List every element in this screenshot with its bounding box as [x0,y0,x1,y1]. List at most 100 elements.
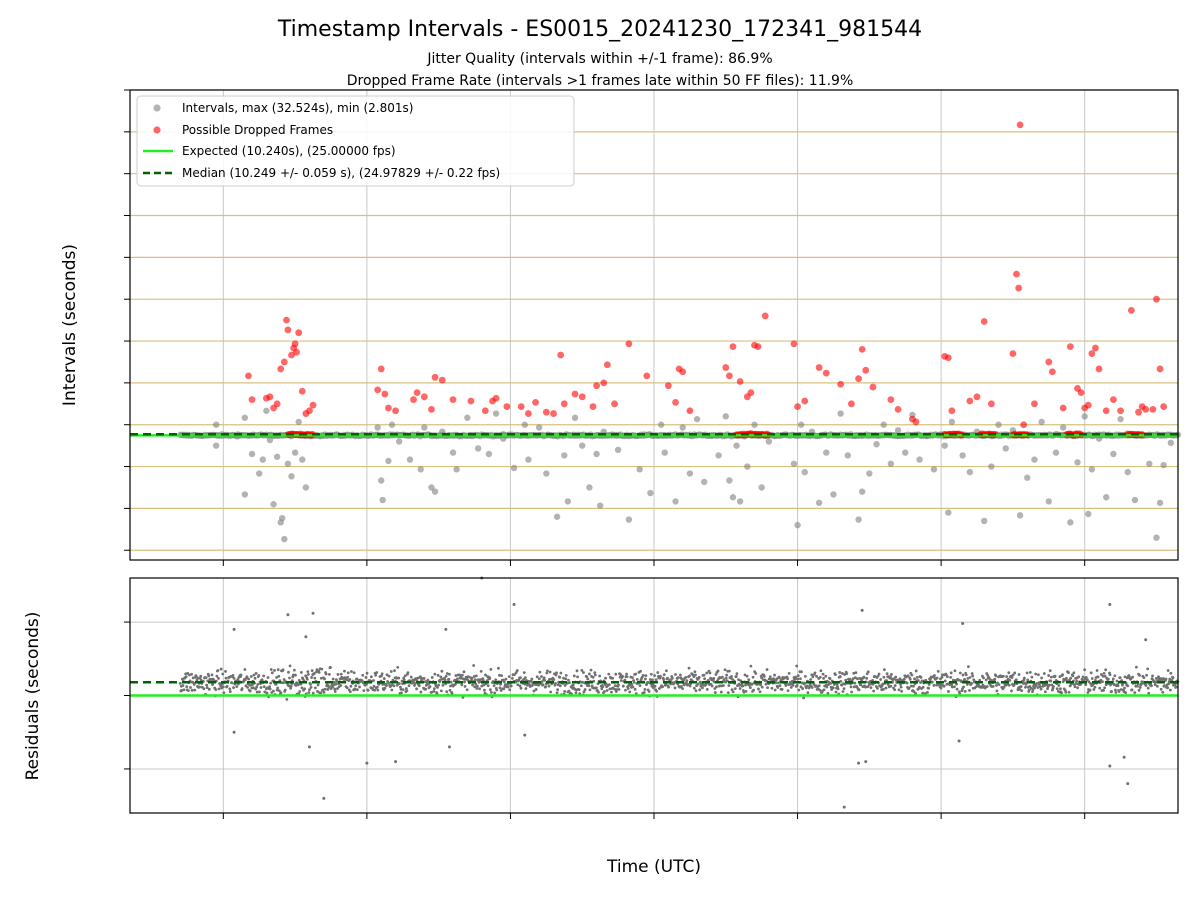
residual-point [685,679,689,683]
residual-point [365,761,369,765]
residual-point [492,684,496,687]
residual-point [877,672,881,676]
residual-point [623,678,627,682]
residual-point [884,686,888,690]
residual-point [860,608,864,612]
residual-point [463,685,467,688]
residual-point [276,686,280,690]
residual-point [439,689,443,693]
residual-point [1018,688,1021,691]
residual-point [1115,679,1119,683]
residual-point [577,688,581,692]
interval-point [672,498,679,505]
residual-point [445,672,449,675]
residual-point [1058,675,1062,678]
residual-point [439,675,443,679]
residual-point [589,668,593,672]
interval-point [543,470,550,477]
dropped-frame-point [288,351,295,359]
residual-point [437,683,441,687]
interval-point [521,421,528,428]
residual-point [343,669,346,673]
residual-point [587,684,591,688]
time-x-label: Time (UTC) [606,857,701,877]
residual-point [214,688,218,692]
residual-point [758,690,762,694]
residual-point [413,684,416,687]
residual-point [576,675,579,679]
residuals-ticks [124,621,1086,819]
residual-point [630,683,634,686]
dropped-frame-point [1013,270,1020,278]
dropped-frame-point [912,418,920,426]
residual-point [930,680,934,684]
residual-point [593,671,597,675]
residual-point [320,667,324,671]
residual-point [538,670,542,674]
residual-point [688,684,692,688]
residual-point [426,678,430,682]
dropped-frame-point [973,393,981,401]
residual-point [373,688,376,692]
interval-point [679,424,686,431]
residual-point [621,684,625,688]
residual-point [262,674,266,678]
residual-point [1047,674,1051,677]
residual-point [799,685,803,689]
residual-point [841,690,845,693]
residual-point [881,682,885,686]
residual-point [1147,691,1151,695]
dropped-frame-point [837,380,845,388]
residual-point [613,684,617,688]
residual-point [572,674,576,678]
residual-point [926,690,929,694]
residual-point [567,678,570,682]
residual-point [764,682,768,686]
interval-point [744,463,751,470]
residual-point [1103,674,1107,678]
residual-point [803,681,807,685]
residual-point [470,676,474,680]
residual-point [964,673,968,677]
interval-point [636,466,643,473]
interval-point [273,453,281,460]
residual-point [483,688,486,692]
residual-point [447,745,451,749]
dropped-frame-point [571,390,579,398]
residual-point [939,686,943,690]
residual-point [207,687,211,691]
dropped-frame-point [381,390,389,398]
interval-point [1059,424,1067,431]
residual-point [985,685,989,688]
residual-point [228,690,232,693]
residual-point [881,687,885,691]
residual-point [957,739,961,743]
interval-point [378,477,385,484]
residual-point [240,687,244,690]
residual-point [269,681,273,685]
residual-point [299,671,303,674]
residual-point [1146,686,1150,690]
interval-point [571,414,579,421]
dropped-frame-point [948,407,956,415]
interval-point [266,436,274,444]
residual-point [744,689,748,693]
residual-point [369,675,373,679]
residual-point [1067,690,1071,694]
legend-entry-median: Median (10.249 +/- 0.059 s), (24.97829 +… [182,166,500,180]
residual-point [991,685,995,688]
residual-point [335,680,339,683]
residual-point [364,676,368,679]
residual-point [842,687,846,691]
residual-point [886,683,890,686]
residual-point [309,682,312,686]
residual-point [298,690,302,693]
residual-point [592,679,596,683]
residual-point [444,674,448,678]
interval-point [453,466,460,473]
dropped-frame-point [1009,350,1017,357]
residual-point [773,673,776,677]
residual-point [1113,674,1117,678]
residual-point [271,689,275,693]
residual-point [1084,675,1088,679]
